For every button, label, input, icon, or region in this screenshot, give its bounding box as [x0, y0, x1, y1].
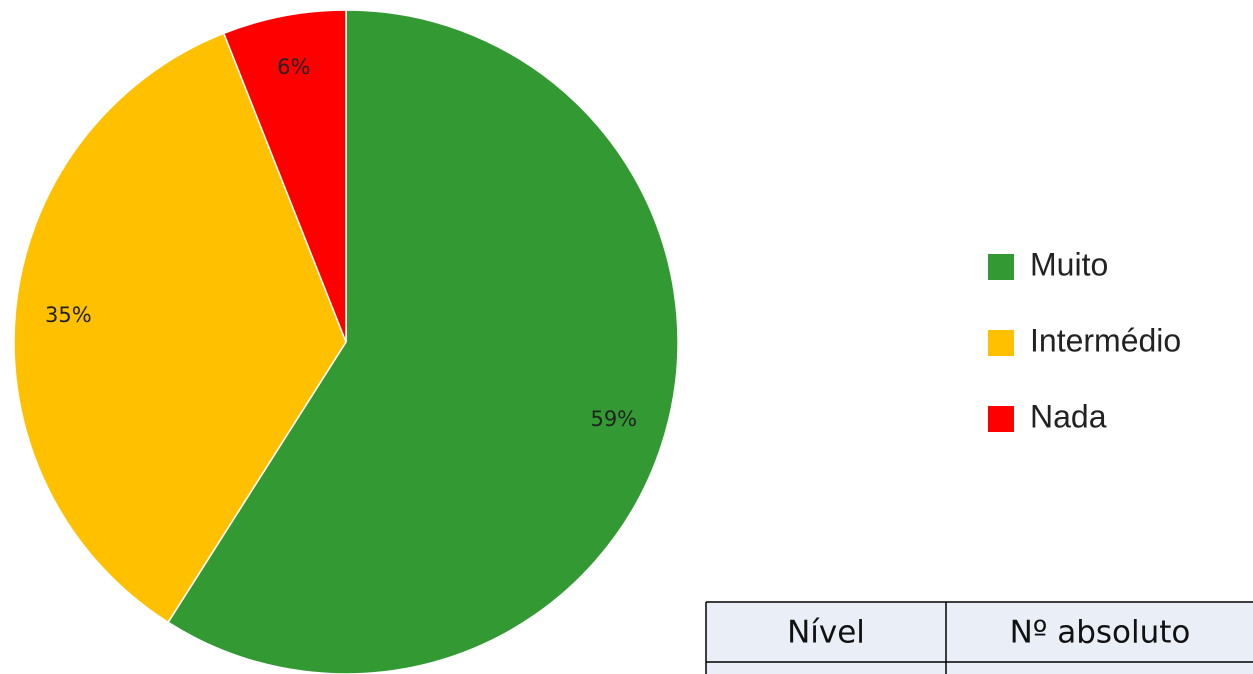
legend-swatch: [988, 406, 1014, 432]
table: Nível Nº absoluto: [705, 601, 1253, 674]
table-header: Nº absoluto: [1010, 615, 1191, 651]
pie-slice: [13, 32, 347, 624]
table-header: Nível: [787, 615, 865, 651]
legend-label: Intermédio: [1030, 322, 1181, 358]
legend-label: Nada: [1030, 398, 1107, 434]
legend-label: Muito: [1030, 246, 1108, 282]
value-label: 6%: [277, 55, 310, 79]
legend-swatch: [988, 330, 1014, 356]
pie-slice: [222, 9, 347, 343]
legend-swatch: [988, 254, 1014, 280]
value-label: 35%: [45, 303, 92, 327]
value-label: 59%: [590, 407, 637, 431]
